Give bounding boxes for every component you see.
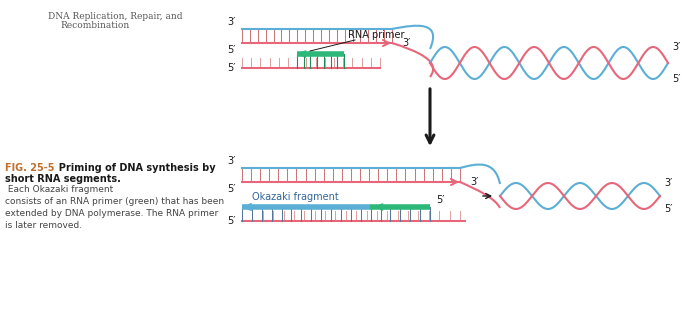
Text: 5′: 5′ xyxy=(664,204,672,214)
Text: Recombination: Recombination xyxy=(60,21,129,30)
Text: 5′: 5′ xyxy=(672,74,681,84)
Text: Priming of DNA synthesis by: Priming of DNA synthesis by xyxy=(52,163,216,173)
Text: DNA Replication, Repair, and: DNA Replication, Repair, and xyxy=(48,12,182,21)
Text: RNA primer: RNA primer xyxy=(348,30,404,40)
Text: Okazaki fragment: Okazaki fragment xyxy=(252,192,339,202)
Text: 5′: 5′ xyxy=(227,45,236,55)
Text: 3′: 3′ xyxy=(227,156,236,166)
Text: 3′: 3′ xyxy=(227,17,236,27)
Text: 3′: 3′ xyxy=(664,178,672,188)
Text: 5′: 5′ xyxy=(227,216,236,226)
Text: 5′: 5′ xyxy=(227,184,236,194)
Text: 5′: 5′ xyxy=(436,195,444,205)
Text: 3′: 3′ xyxy=(470,177,478,187)
Text: 3′: 3′ xyxy=(672,42,681,52)
Text: Each Okazaki fragment
consists of an RNA primer (green) that has been
extended b: Each Okazaki fragment consists of an RNA… xyxy=(5,185,224,230)
Text: 5′: 5′ xyxy=(227,63,236,73)
Text: FIG. 25-5: FIG. 25-5 xyxy=(5,163,55,173)
Text: short RNA segments.: short RNA segments. xyxy=(5,174,121,184)
Text: 3′: 3′ xyxy=(402,38,410,48)
